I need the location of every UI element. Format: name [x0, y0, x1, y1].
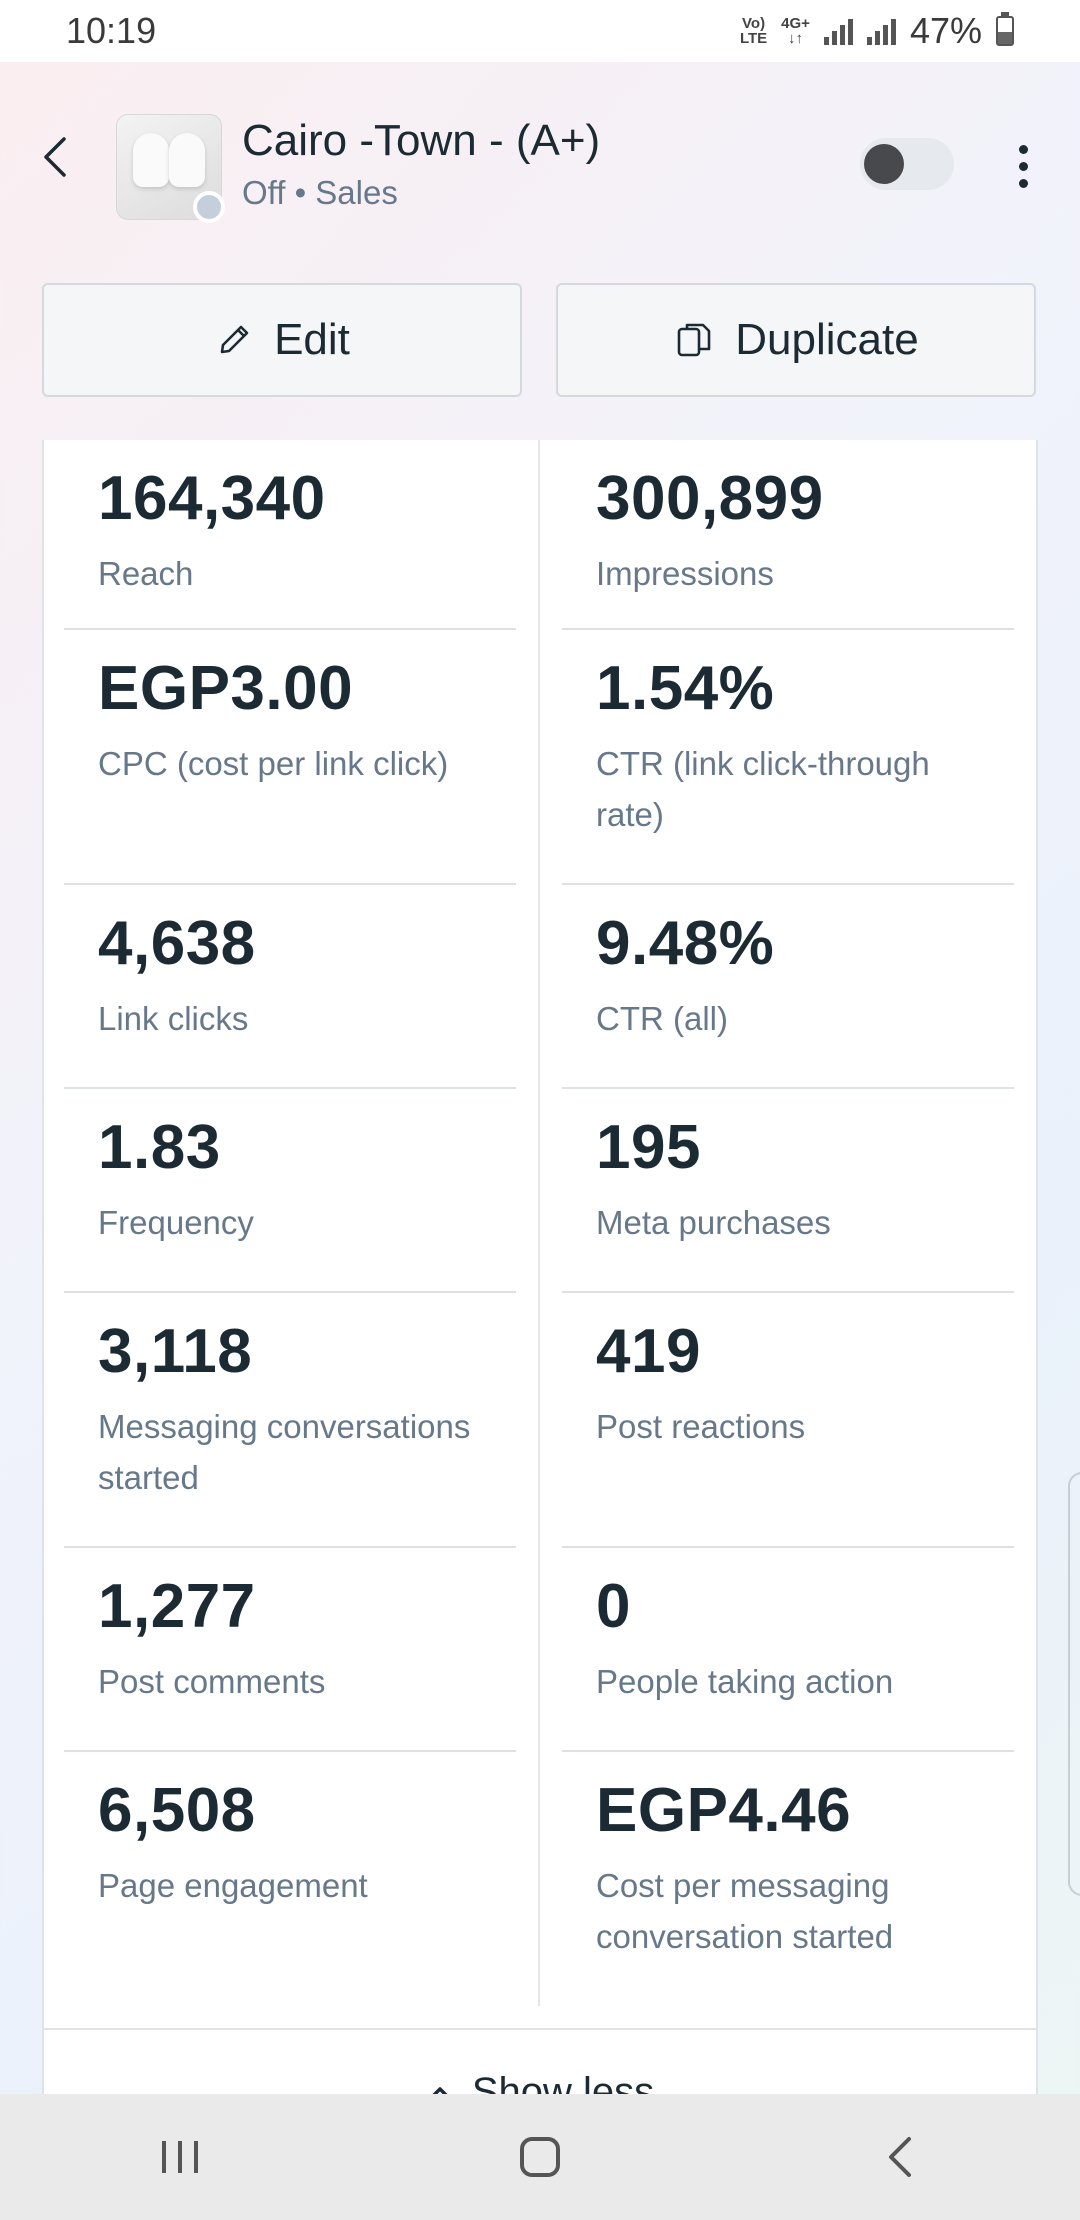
- divider: [562, 1087, 1014, 1089]
- metric-label: Messaging conversations started: [98, 1408, 471, 1496]
- metric-link-clicks: 4,638 Link clicks: [64, 885, 516, 1044]
- metric-label: Post reactions: [596, 1408, 806, 1445]
- metric-ctr-link: 1.54% CTR (link click-through rate): [562, 630, 1014, 840]
- divider: [562, 1750, 1014, 1752]
- edge-panel-handle[interactable]: [1068, 1472, 1080, 1896]
- divider: [562, 628, 1014, 630]
- metric-ctr-all: 9.48% CTR (all): [562, 885, 1014, 1044]
- campaign-thumbnail: [116, 114, 225, 223]
- metric-label: CTR (all): [596, 1000, 728, 1037]
- duplicate-button[interactable]: Duplicate: [556, 283, 1036, 397]
- duplicate-label: Duplicate: [735, 315, 919, 364]
- back-button[interactable]: [30, 132, 80, 182]
- metric-label: People taking action: [596, 1663, 894, 1700]
- chevron-left-icon: [44, 137, 66, 177]
- metric-label: Meta purchases: [596, 1204, 831, 1241]
- metric-value: EGP3.00: [98, 654, 354, 723]
- metric-label: CPC (cost per link click): [98, 745, 449, 782]
- edit-label: Edit: [274, 315, 350, 364]
- divider: [64, 628, 516, 630]
- metric-post-reactions: 419 Post reactions: [562, 1293, 1014, 1452]
- signal-icon: [866, 17, 896, 45]
- metric-meta-purchases: 195 Meta purchases: [562, 1089, 1014, 1248]
- copy-icon: [677, 323, 711, 357]
- metric-messaging-conversations: 3,118 Messaging conversations started: [64, 1293, 516, 1503]
- back-nav-icon: [889, 2137, 911, 2177]
- divider: [64, 1291, 516, 1293]
- column-divider: [538, 440, 540, 2006]
- system-nav-bar: [0, 2094, 1080, 2220]
- home-icon: [520, 2137, 560, 2177]
- metric-label: CTR (link click-through rate): [596, 745, 930, 833]
- metric-label: Post comments: [98, 1663, 326, 1700]
- more-vertical-icon: [1018, 144, 1028, 154]
- metric-post-comments: 1,277 Post comments: [64, 1548, 516, 1707]
- metric-label: Cost per messaging conversation started: [596, 1867, 894, 1955]
- status-dot: [193, 191, 225, 223]
- status-indicators: Vo) LTE 4G+ ↓↑ 47%: [740, 10, 1014, 52]
- metric-value: 164,340: [98, 464, 326, 533]
- divider: [64, 1087, 516, 1089]
- metric-value: 419: [596, 1317, 701, 1386]
- edit-button[interactable]: Edit: [42, 283, 522, 397]
- divider: [64, 1750, 516, 1752]
- network-4g-icon: 4G+ ↓↑: [781, 15, 810, 47]
- metric-value: 1,277: [98, 1572, 256, 1641]
- metric-value: EGP4.46: [596, 1776, 852, 1845]
- battery-percent: 47%: [909, 10, 982, 51]
- metric-value: 0: [596, 1572, 631, 1641]
- toggle-knob: [864, 144, 904, 184]
- metric-value: 6,508: [98, 1776, 256, 1845]
- metric-value: 1.83: [98, 1113, 221, 1182]
- home-button[interactable]: [480, 2117, 600, 2197]
- battery-icon: [996, 12, 1014, 46]
- status-time: 10:19: [66, 10, 157, 51]
- metrics-card: 164,340 Reach 300,899 Impressions EGP3.0…: [42, 440, 1038, 2040]
- metric-value: 300,899: [596, 464, 824, 533]
- metric-cpc: EGP3.00 CPC (cost per link click): [64, 630, 516, 789]
- metric-label: Impressions: [596, 555, 774, 592]
- divider: [562, 883, 1014, 885]
- metric-label: Page engagement: [98, 1867, 368, 1904]
- metric-value: 195: [596, 1113, 701, 1182]
- campaign-subtitle: Off • Sales: [242, 174, 398, 211]
- metric-cost-per-messaging: EGP4.46 Cost per messaging conversation …: [562, 1752, 1014, 1962]
- recent-apps-icon: [162, 2141, 198, 2173]
- pencil-icon: [220, 325, 249, 354]
- divider: [562, 1546, 1014, 1548]
- metric-people-taking-action: 0 People taking action: [562, 1548, 1014, 1707]
- divider: [64, 1546, 516, 1548]
- metric-value: 4,638: [98, 909, 256, 978]
- metric-value: 9.48%: [596, 909, 775, 978]
- divider: [562, 1291, 1014, 1293]
- campaign-title: Cairo -Town - (A+): [242, 116, 601, 165]
- metric-value: 1.54%: [596, 654, 775, 723]
- metric-label: Reach: [98, 555, 194, 592]
- volte-icon: Vo) LTE: [739, 15, 768, 47]
- metric-label: Frequency: [98, 1204, 254, 1241]
- metric-reach: 164,340 Reach: [64, 440, 516, 599]
- recent-apps-button[interactable]: [120, 2117, 240, 2197]
- metric-page-engagement: 6,508 Page engagement: [64, 1752, 516, 1911]
- metric-impressions: 300,899 Impressions: [562, 440, 1014, 599]
- more-options-button[interactable]: [998, 138, 1048, 194]
- metric-frequency: 1.83 Frequency: [64, 1089, 516, 1248]
- status-bar: 10:19 Vo) LTE 4G+ ↓↑ 47%: [0, 0, 1080, 62]
- campaign-header: Cairo -Town - (A+) Off • Sales: [0, 62, 1080, 272]
- divider: [64, 883, 516, 885]
- back-nav-button[interactable]: [840, 2117, 960, 2197]
- metric-label: Link clicks: [98, 1000, 249, 1037]
- campaign-toggle[interactable]: [860, 138, 954, 190]
- signal-icon: [823, 17, 853, 45]
- metric-value: 3,118: [98, 1317, 253, 1386]
